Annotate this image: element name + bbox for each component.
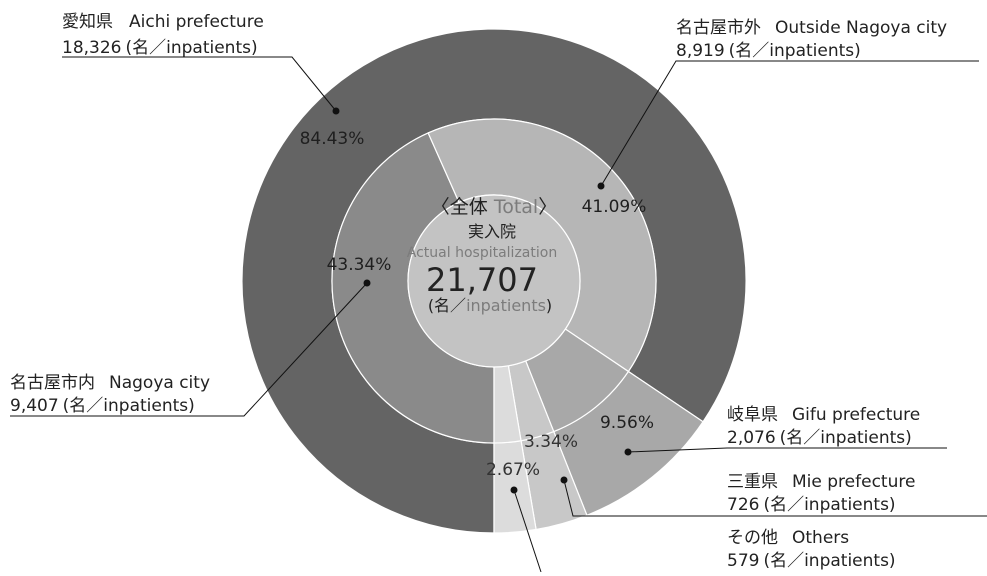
leader-lines-layer: [10, 56, 987, 573]
label-aichi-name: 愛知県 Aichi prefecture: [62, 12, 264, 32]
pct-label-nagoya: 43.34%: [327, 255, 392, 275]
center-title: 〈全体 Total〉: [431, 196, 557, 218]
label-mie-count: 726 (名／inpatients): [727, 495, 896, 515]
pct-label-aichi: 84.43%: [300, 129, 365, 149]
label-nagoya-count: 9,407 (名／inpatients): [10, 396, 195, 416]
pct-label-mie: 3.34%: [524, 432, 578, 452]
center-subtitle-en: Actual hospitalization: [407, 245, 557, 261]
leader-gifu-dot: [624, 448, 632, 456]
label-nagoya-name: 名古屋市内 Nagoya city: [10, 373, 210, 393]
center-subtitle-ja: 実入院: [468, 222, 516, 241]
label-mie: 三重県 Mie prefecture 726 (名／inpatients): [727, 472, 915, 515]
leader-others: [513, 489, 542, 573]
leader-aichi: [62, 56, 337, 112]
center-label: 〈全体 Total〉 実入院 Actual hospitalization 21…: [407, 196, 557, 315]
label-aichi: 愛知県 Aichi prefecture 18,326 (名／inpatients): [62, 12, 264, 58]
label-gifu: 岐阜県 Gifu prefecture 2,076 (名／inpatients): [727, 405, 920, 448]
label-outside-nagoya-name: 名古屋市外 Outside Nagoya city: [676, 18, 947, 38]
pct-label-outside-nagoya: 41.09%: [582, 197, 647, 217]
center-unit: (名／inpatients): [428, 296, 552, 315]
label-others-name: その他 Others: [727, 528, 849, 548]
leader-gifu: [627, 447, 947, 453]
leader-outside-nagoya: [600, 60, 979, 187]
label-others-count: 579 (名／inpatients): [727, 551, 896, 571]
center-disc: [407, 194, 581, 368]
leader-others-dot: [510, 486, 518, 494]
leader-nagoya-dot: [363, 279, 371, 287]
leader-mie-dot: [560, 476, 568, 484]
label-outside-nagoya-count: 8,919 (名／inpatients): [676, 41, 861, 61]
label-gifu-name: 岐阜県 Gifu prefecture: [727, 405, 920, 425]
label-mie-name: 三重県 Mie prefecture: [727, 472, 915, 492]
label-gifu-count: 2,076 (名／inpatients): [727, 428, 912, 448]
center-total: 21,707: [426, 261, 538, 299]
leader-outside-nagoya-dot: [597, 182, 605, 190]
label-outside-nagoya: 名古屋市外 Outside Nagoya city 8,919 (名／inpatie…: [676, 18, 947, 61]
leader-aichi-dot: [332, 107, 340, 115]
label-aichi-count: 18,326 (名／inpatients): [62, 38, 258, 58]
leader-mie: [563, 479, 987, 517]
pct-label-gifu: 9.56%: [600, 413, 654, 433]
leader-nagoya: [10, 282, 368, 417]
label-others: その他 Others 579 (名／inpatients): [727, 528, 896, 571]
label-nagoya: 名古屋市内 Nagoya city 9,407 (名／inpatients): [10, 373, 210, 416]
pct-label-others: 2.67%: [486, 460, 540, 480]
